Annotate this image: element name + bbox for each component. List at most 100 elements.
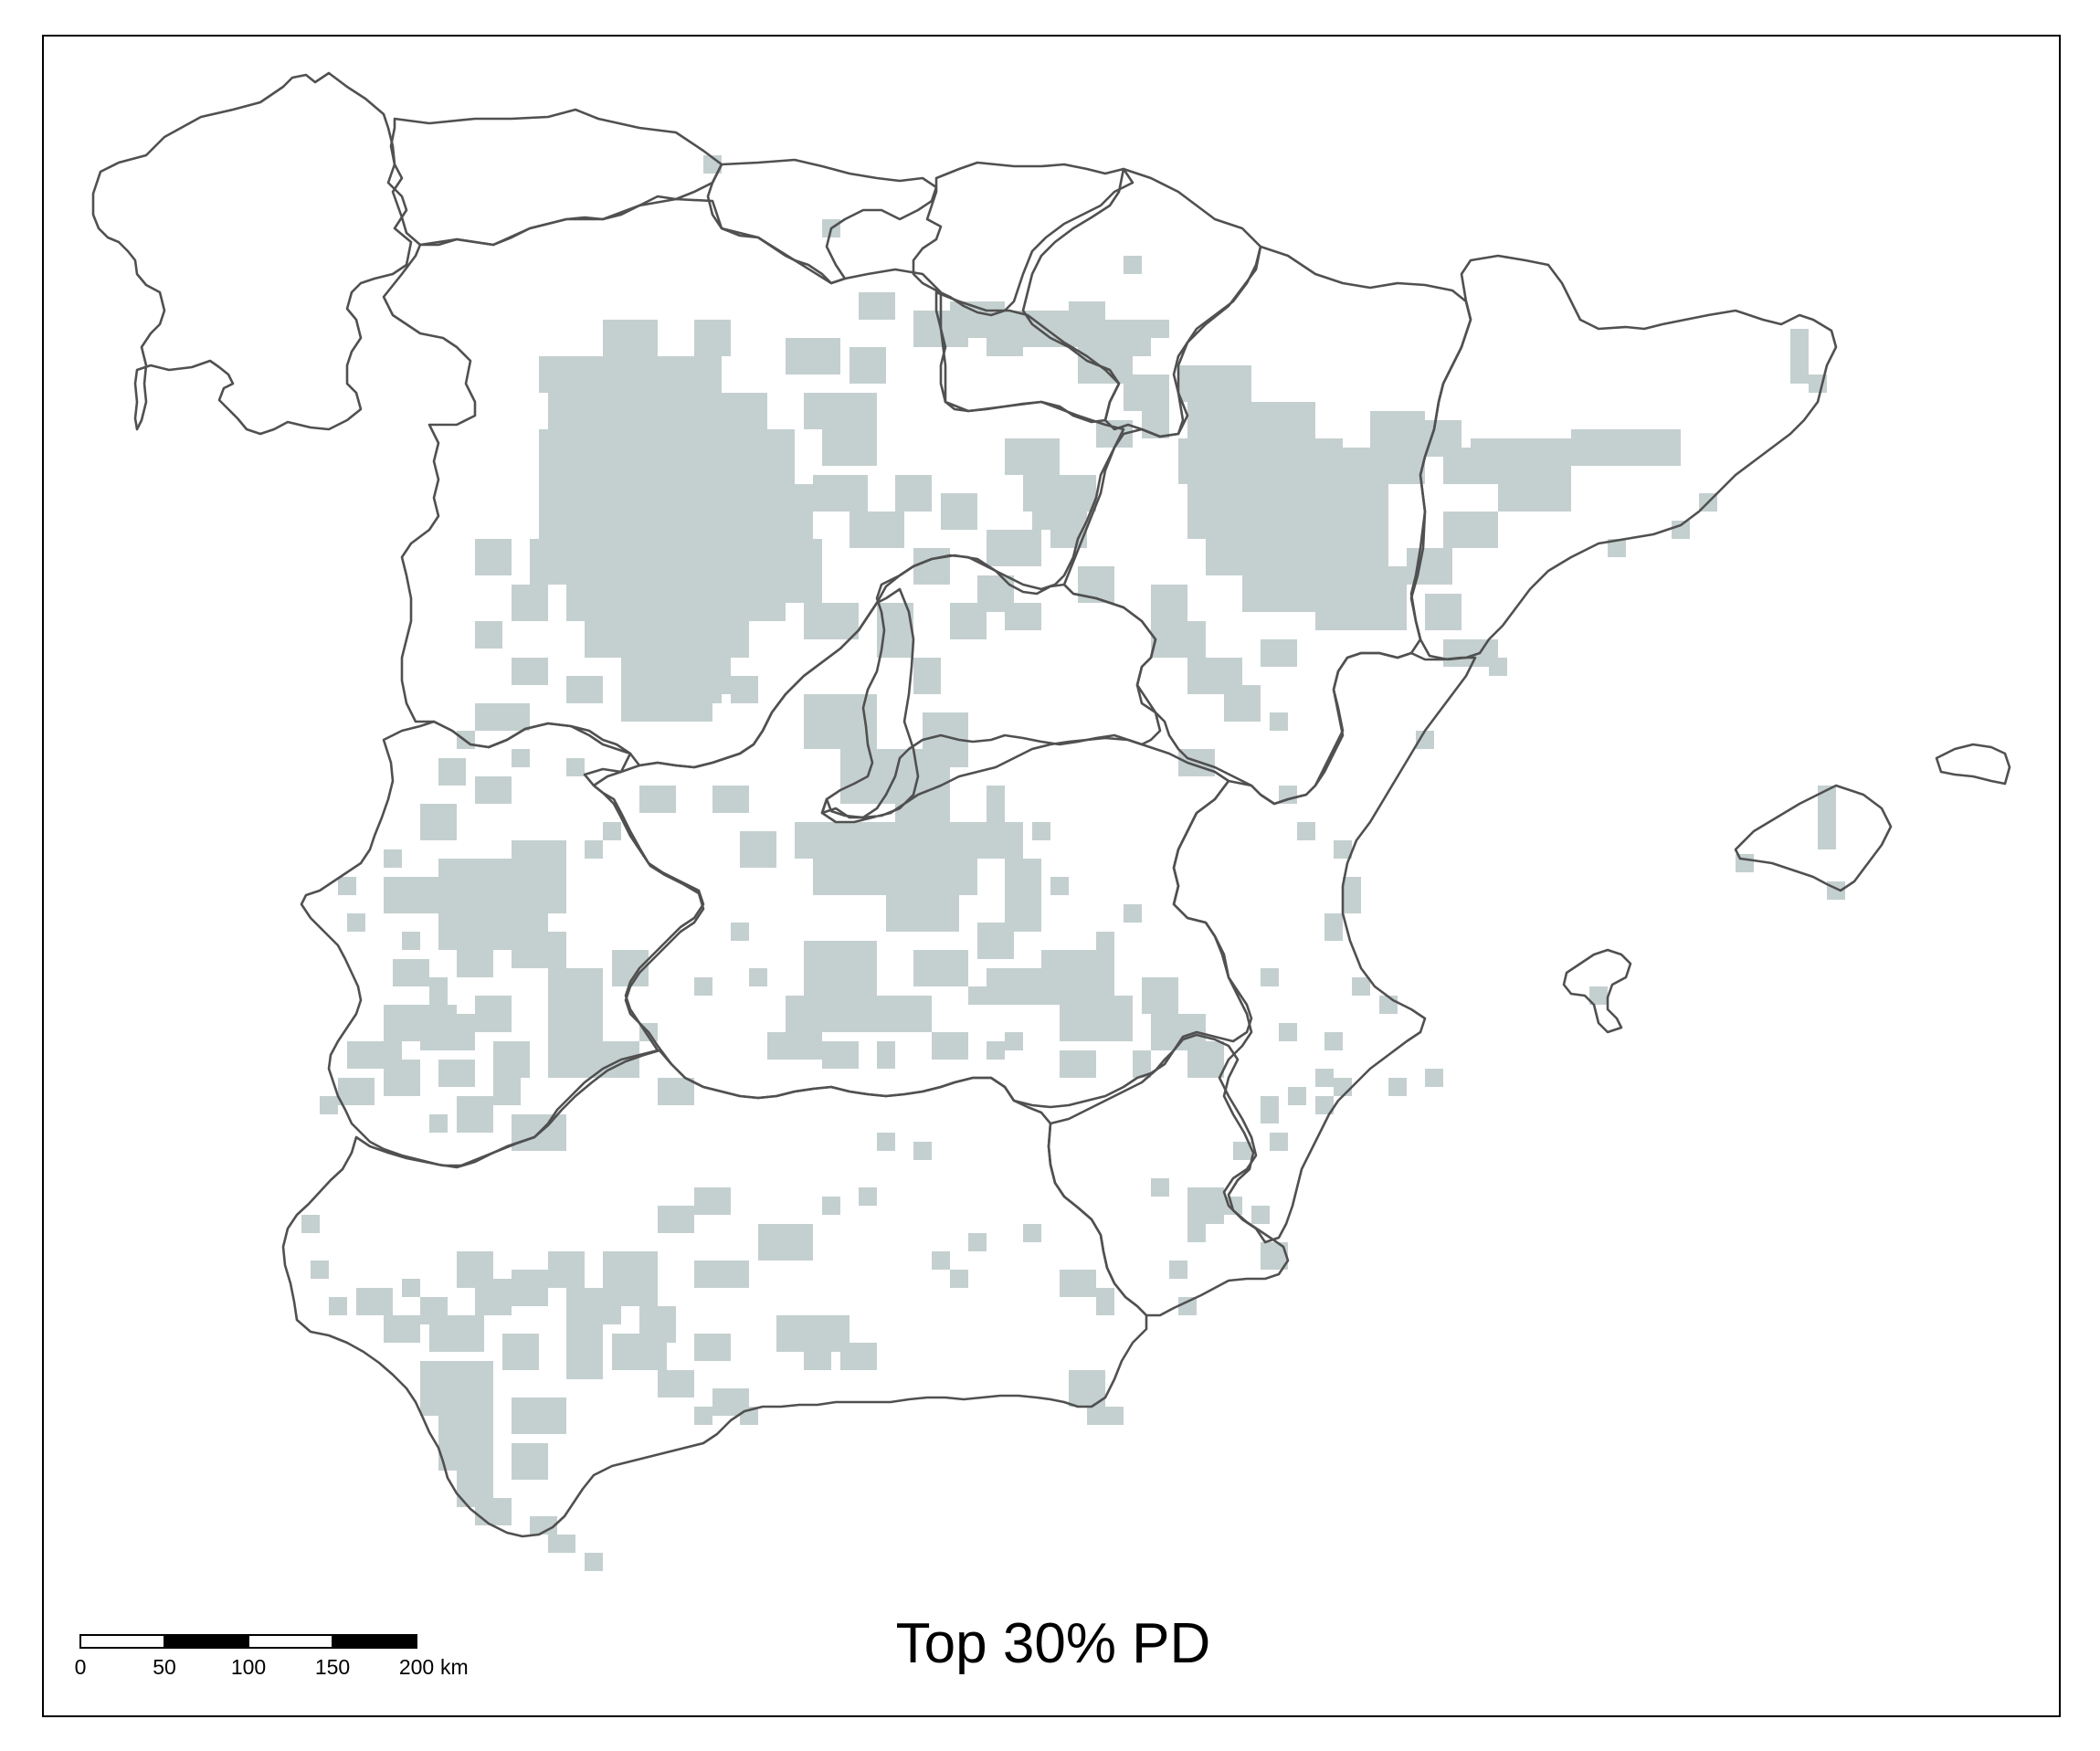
- highlight-cell: [1315, 603, 1370, 630]
- highlight-cell: [566, 1288, 621, 1324]
- scale-tick-150: 150: [315, 1655, 350, 1679]
- highlight-cell: [1370, 411, 1425, 448]
- highlight-cell: [731, 676, 758, 703]
- scale-segment-4: [332, 1634, 417, 1649]
- highlight-cell: [1187, 1041, 1224, 1078]
- highlight-cell: [1343, 877, 1361, 913]
- highlight-cell: [512, 658, 548, 685]
- highlight-cell: [813, 475, 868, 512]
- highlight-cell: [475, 776, 512, 804]
- highlight-cell: [849, 347, 886, 384]
- highlight-cell: [758, 1224, 813, 1261]
- highlight-cell: [585, 840, 603, 859]
- highlight-cell: [320, 1096, 338, 1114]
- highlight-cell: [1142, 977, 1178, 1014]
- highlight-cell: [987, 786, 1005, 822]
- highlight-cell: [1187, 402, 1315, 438]
- highlight-cell: [1352, 977, 1370, 996]
- highlight-cell: [1005, 603, 1041, 630]
- highlight-cell: [512, 1270, 548, 1306]
- highlight-cell: [1407, 548, 1452, 585]
- highlight-cell: [1060, 1270, 1096, 1297]
- highlight-cell: [475, 539, 512, 575]
- highlight-cell: [1005, 438, 1060, 475]
- highlight-cell: [356, 1288, 393, 1315]
- scale-bar: 0 50 100 150 200 km: [75, 1634, 469, 1679]
- highlight-cell: [585, 621, 749, 658]
- highlight-cell: [475, 621, 502, 649]
- highlight-cell: [767, 1032, 822, 1060]
- highlight-cell: [329, 1297, 347, 1315]
- highlight-cell: [1187, 1187, 1224, 1224]
- highlight-cell: [1589, 986, 1608, 1005]
- highlight-cell: [347, 913, 365, 932]
- highlight-cell: [1416, 731, 1434, 749]
- highlight-cell: [311, 1261, 329, 1279]
- highlight-cell: [1270, 712, 1288, 731]
- highlight-cell: [475, 703, 530, 731]
- highlight-cell: [1288, 1087, 1306, 1105]
- highlight-cell: [420, 1361, 493, 1416]
- highlight-cell: [877, 1133, 895, 1151]
- region-borders: [91, 71, 2011, 1538]
- highlight-cell: [1334, 840, 1352, 859]
- scale-segment-2: [164, 1634, 249, 1649]
- highlight-cell: [1261, 968, 1279, 986]
- highlight-cell: [1608, 539, 1626, 557]
- highlight-cell: [384, 1315, 420, 1343]
- highlight-cell: [1233, 1142, 1251, 1160]
- highlight-cell: [1379, 996, 1398, 1014]
- highlight-cell: [1224, 1197, 1242, 1215]
- highlight-cell: [941, 493, 977, 530]
- highlight-cell: [603, 320, 658, 356]
- highlight-cell: [1124, 256, 1142, 274]
- highlight-cell: [384, 849, 402, 868]
- highlight-cell: [1050, 877, 1069, 895]
- highlight-cell: [913, 548, 950, 585]
- highlight-cell: [740, 831, 776, 868]
- highlight-cell: [877, 996, 932, 1032]
- highlight-cell: [1297, 822, 1315, 840]
- map-title: Top 30% PD: [896, 1612, 1211, 1675]
- highlight-cell: [1388, 1078, 1407, 1096]
- region-cantabria: [706, 158, 938, 285]
- highlight-cell: [301, 1215, 320, 1233]
- highlight-cell: [512, 1398, 566, 1434]
- highlight-cell: [1151, 585, 1187, 621]
- highlight-cell: [712, 786, 749, 813]
- highlight-cell: [512, 932, 566, 968]
- highlight-cell: [658, 1206, 694, 1233]
- highlight-cell: [539, 484, 813, 539]
- highlight-cell: [658, 1370, 694, 1398]
- highlight-cell: [913, 950, 968, 986]
- highlight-cell: [1178, 1297, 1197, 1315]
- scale-segment-1: [79, 1634, 165, 1649]
- highlight-cell: [1096, 1288, 1114, 1315]
- highlight-cell: [1060, 1050, 1096, 1078]
- highlight-cell: [968, 986, 987, 1005]
- highlight-cell: [895, 475, 932, 512]
- highlight-cell: [694, 1334, 731, 1361]
- region-balearic-menorca: [1935, 743, 2011, 786]
- region-balearic-mallorca: [1734, 784, 1893, 892]
- highlight-cell: [384, 1060, 420, 1096]
- region-madrid: [820, 554, 1162, 819]
- highlight-cells: [301, 155, 1845, 1571]
- highlight-cell: [1124, 374, 1169, 411]
- highlight-cell: [1151, 621, 1206, 658]
- highlight-cell: [1224, 685, 1261, 722]
- highlight-cell: [338, 877, 356, 895]
- highlight-cell: [859, 1187, 877, 1206]
- highlight-cell: [1672, 521, 1690, 539]
- highlight-cell: [694, 1407, 712, 1425]
- highlight-cell: [813, 859, 868, 895]
- highlight-cell: [1023, 1224, 1041, 1242]
- highlight-cell: [457, 1096, 493, 1133]
- highlight-cell: [877, 1041, 895, 1069]
- highlight-cell: [685, 676, 722, 703]
- highlight-cell: [1261, 639, 1297, 667]
- highlight-cell: [530, 1516, 557, 1535]
- highlight-cell: [475, 996, 512, 1032]
- highlight-cell: [420, 1297, 448, 1324]
- highlight-cell: [1471, 438, 1571, 475]
